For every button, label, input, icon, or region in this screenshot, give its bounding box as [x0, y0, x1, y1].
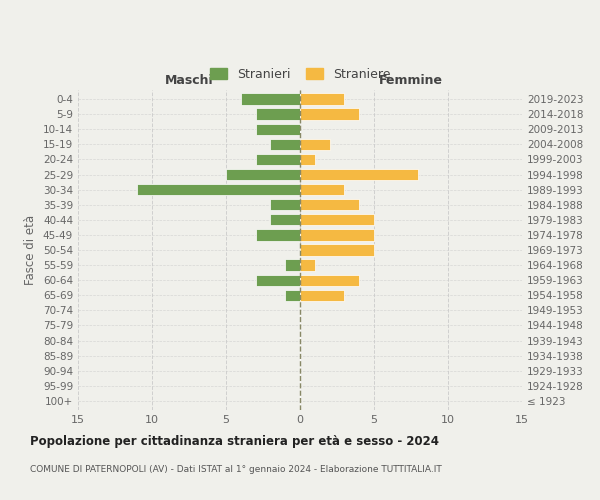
Bar — [300, 184, 344, 196]
Y-axis label: Fasce di età: Fasce di età — [25, 215, 37, 285]
Bar — [300, 214, 374, 226]
Bar — [300, 290, 344, 301]
Bar — [241, 94, 300, 104]
Bar — [226, 169, 300, 180]
Text: Femmine: Femmine — [379, 74, 443, 87]
Bar — [300, 138, 329, 150]
Bar — [256, 124, 300, 135]
Legend: Stranieri, Straniere: Stranieri, Straniere — [206, 64, 394, 84]
Bar — [256, 229, 300, 240]
Bar — [300, 274, 359, 286]
Bar — [300, 244, 374, 256]
Bar — [285, 260, 300, 271]
Bar — [137, 184, 300, 196]
Bar — [300, 169, 418, 180]
Text: Maschi: Maschi — [164, 74, 214, 87]
Text: COMUNE DI PATERNOPOLI (AV) - Dati ISTAT al 1° gennaio 2024 - Elaborazione TUTTIT: COMUNE DI PATERNOPOLI (AV) - Dati ISTAT … — [30, 465, 442, 474]
Bar — [285, 290, 300, 301]
Bar — [271, 199, 300, 210]
Bar — [300, 154, 315, 165]
Bar — [300, 94, 344, 104]
Bar — [300, 108, 359, 120]
Bar — [300, 199, 359, 210]
Bar — [271, 138, 300, 150]
Bar — [256, 108, 300, 120]
Bar — [256, 154, 300, 165]
Bar — [300, 260, 315, 271]
Bar — [271, 214, 300, 226]
Bar — [256, 274, 300, 286]
Bar — [300, 229, 374, 240]
Text: Popolazione per cittadinanza straniera per età e sesso - 2024: Popolazione per cittadinanza straniera p… — [30, 435, 439, 448]
